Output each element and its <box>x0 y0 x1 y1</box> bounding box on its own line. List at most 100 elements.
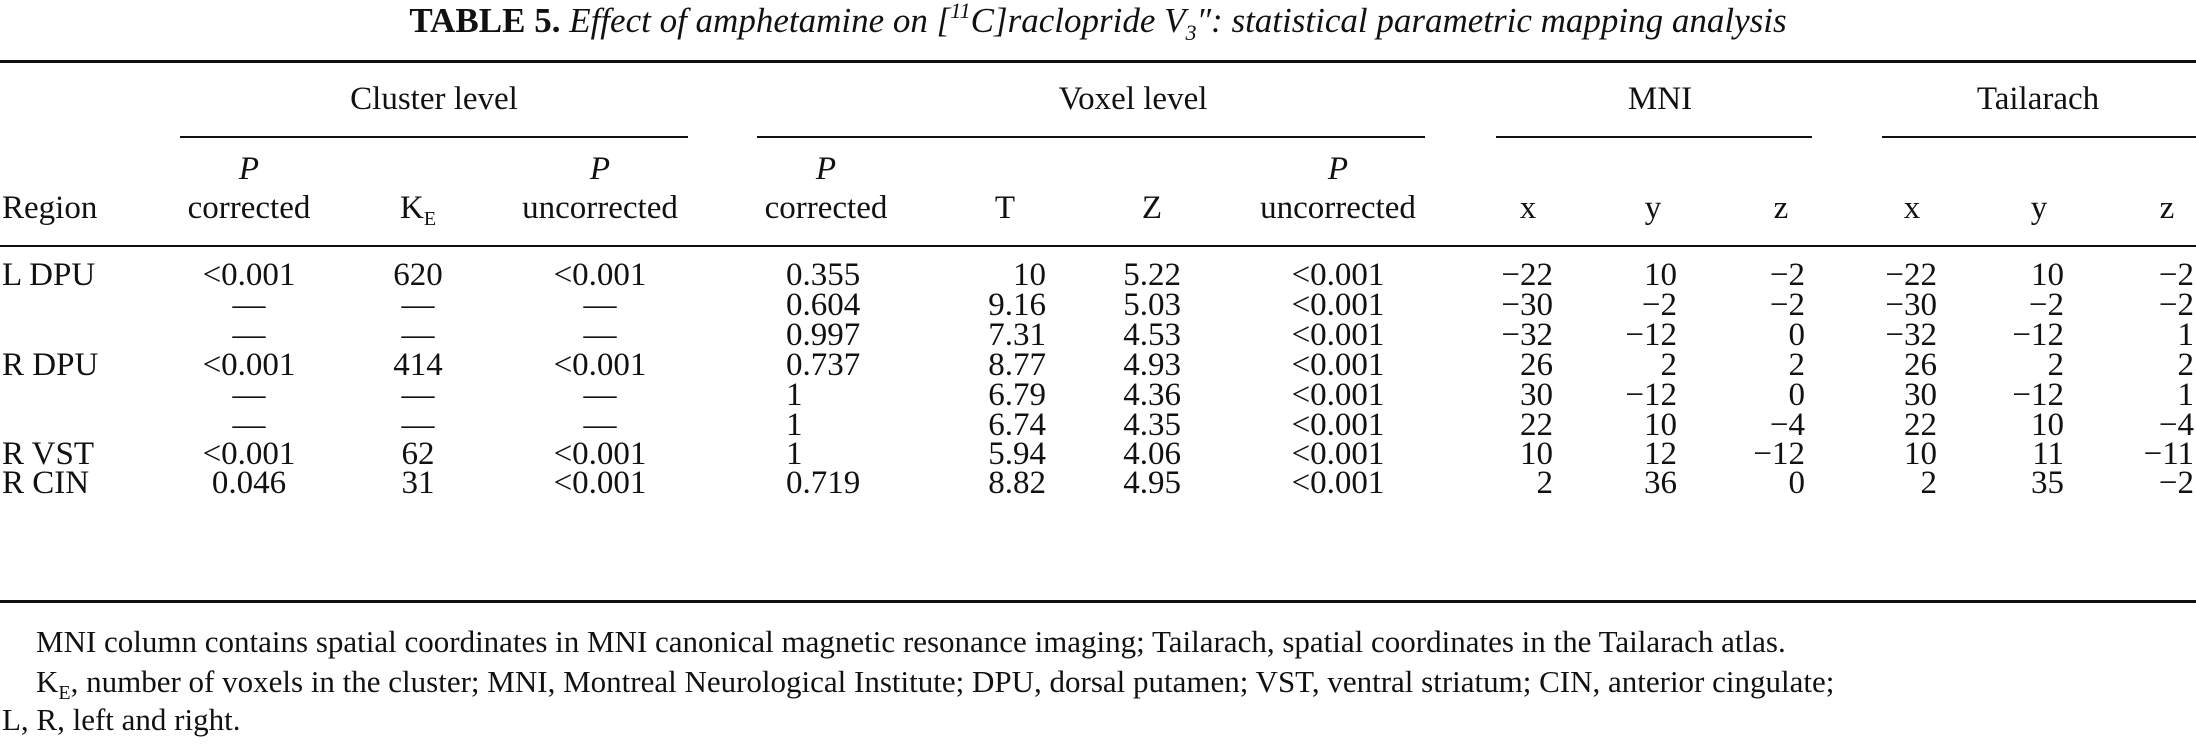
table-title: Effect of amphetamine on [11C]raclopride… <box>569 0 1787 45</box>
cell-region: L DPU <box>2 257 96 293</box>
tailarach-header: Tailarach <box>1976 81 2100 117</box>
cell-ke: — <box>401 407 435 443</box>
cell-ke: — <box>401 377 435 413</box>
cell-region: R VST <box>2 436 95 472</box>
mni-x-header: x <box>1519 190 1537 226</box>
cell-cluster-p-uncorrected: <0.001 <box>553 257 647 293</box>
cell-tal-z: −4 <box>2158 407 2194 443</box>
cell-cluster-p-corrected: — <box>232 317 266 353</box>
cell-voxel-p-corrected: 0.719 <box>786 465 861 501</box>
cell-cluster-p-corrected: — <box>232 287 266 323</box>
cell-cluster-p-uncorrected: — <box>583 377 617 413</box>
cell-t: 10 <box>1013 257 1046 293</box>
z-score-header: Z <box>1141 190 1163 226</box>
voxel-p-uncorrected-header: uncorrected <box>1260 190 1416 226</box>
cell-tal-y: 10 <box>2031 407 2064 443</box>
cell-mni-z: −2 <box>1769 287 1805 323</box>
cell-t: 6.74 <box>988 407 1046 443</box>
cell-voxel-p-uncorrected: <0.001 <box>1291 287 1385 323</box>
cell-cluster-p-corrected: — <box>232 377 266 413</box>
cell-mni-z: 0 <box>1788 465 1806 501</box>
cell-tal-z: 1 <box>2177 377 2195 413</box>
cell-z-score: 4.36 <box>1123 377 1181 413</box>
cell-cluster-p-uncorrected: — <box>583 317 617 353</box>
cell-tal-y: 11 <box>2032 436 2064 472</box>
cell-mni-x: −32 <box>1501 317 1553 353</box>
cell-region: R DPU <box>2 347 99 383</box>
cell-ke: 414 <box>393 347 443 383</box>
table-caption: TABLE 5. Effect of amphetamine on [11C]r… <box>0 0 2196 45</box>
footnote-abbreviations: KE, number of voxels in the cluster; MNI… <box>36 664 1835 704</box>
cell-t: 8.82 <box>988 465 1046 501</box>
footnote-sides: L, R, left and right. <box>2 702 241 737</box>
cell-mni-x: 22 <box>1520 407 1553 443</box>
cell-ke: 62 <box>401 436 435 472</box>
cell-tal-x: 10 <box>1904 436 1937 472</box>
tal-y-header: y <box>2030 190 2048 226</box>
cluster-p-uncorrected-header: uncorrected <box>522 190 678 226</box>
cell-voxel-p-uncorrected: <0.001 <box>1291 257 1385 293</box>
cell-mni-z: 0 <box>1788 317 1806 353</box>
voxel-level-header: Voxel level <box>1058 81 1208 117</box>
cell-cluster-p-uncorrected: <0.001 <box>553 465 647 501</box>
table-label: TABLE 5. <box>409 1 561 40</box>
tal-x-header: x <box>1903 190 1921 226</box>
voxel-p-letter: P <box>815 151 837 187</box>
cell-mni-z: −12 <box>1753 436 1805 472</box>
cell-t: 7.31 <box>988 317 1046 353</box>
cell-mni-z: 0 <box>1788 377 1806 413</box>
cell-tal-y: 35 <box>2031 465 2064 501</box>
cell-mni-y: 12 <box>1644 436 1677 472</box>
cell-tal-x: 26 <box>1904 347 1937 383</box>
cell-tal-z: 2 <box>2177 347 2195 383</box>
cluster-p-letter: P <box>238 151 260 187</box>
cell-t: 8.77 <box>988 347 1046 383</box>
cell-mni-y: 10 <box>1644 257 1677 293</box>
cell-mni-x: 30 <box>1520 377 1553 413</box>
cell-cluster-p-corrected: <0.001 <box>202 347 296 383</box>
cell-cluster-p-uncorrected: <0.001 <box>553 347 647 383</box>
region-header: Region <box>2 190 98 226</box>
cell-mni-z: 2 <box>1788 347 1806 383</box>
cell-z-score: 4.95 <box>1123 465 1181 501</box>
cluster-p-letter-uncorr: P <box>589 151 611 187</box>
cell-tal-y: 2 <box>2047 347 2065 383</box>
cell-cluster-p-corrected: <0.001 <box>202 436 296 472</box>
tailarach-group-rule <box>1882 136 2196 138</box>
cluster-level-header: Cluster level <box>350 81 518 117</box>
cell-voxel-p-corrected: 1 <box>786 407 803 443</box>
mni-group-rule <box>1496 136 1812 138</box>
cell-mni-y: 36 <box>1644 465 1677 501</box>
bottom-rule <box>0 600 2196 603</box>
cell-z-score: 4.53 <box>1123 317 1181 353</box>
cell-voxel-p-uncorrected: <0.001 <box>1291 407 1385 443</box>
cell-ke: — <box>401 317 435 353</box>
cell-z-score: 4.35 <box>1123 407 1181 443</box>
cell-tal-z: −11 <box>2143 436 2194 472</box>
cell-tal-x: 30 <box>1904 377 1937 413</box>
cell-mni-x: 10 <box>1520 436 1553 472</box>
cell-tal-x: 2 <box>1920 465 1938 501</box>
cell-tal-z: −2 <box>2158 287 2194 323</box>
cell-ke: 620 <box>393 257 443 293</box>
cell-tal-z: −2 <box>2158 465 2194 501</box>
cell-t: 6.79 <box>988 377 1046 413</box>
mni-z-header: z <box>1773 190 1789 226</box>
cell-voxel-p-corrected: 0.997 <box>786 317 861 353</box>
cell-mni-y: −12 <box>1625 377 1677 413</box>
footnote-mni: MNI column contains spatial coordinates … <box>36 624 1786 659</box>
voxel-group-rule <box>757 136 1425 138</box>
cell-voxel-p-corrected: 1 <box>786 377 803 413</box>
cell-voxel-p-corrected: 0.355 <box>786 257 861 293</box>
cell-z-score: 4.06 <box>1123 436 1181 472</box>
cell-tal-z: 1 <box>2177 317 2195 353</box>
cell-voxel-p-uncorrected: <0.001 <box>1291 317 1385 353</box>
cell-ke: 31 <box>401 465 435 501</box>
cluster-group-rule <box>180 136 688 138</box>
header-rule <box>0 245 2196 247</box>
cell-cluster-p-corrected: 0.046 <box>211 465 287 501</box>
cell-mni-x: −30 <box>1501 287 1553 323</box>
cell-mni-y: 10 <box>1644 407 1677 443</box>
mni-y-header: y <box>1644 190 1662 226</box>
cell-voxel-p-uncorrected: <0.001 <box>1291 436 1385 472</box>
